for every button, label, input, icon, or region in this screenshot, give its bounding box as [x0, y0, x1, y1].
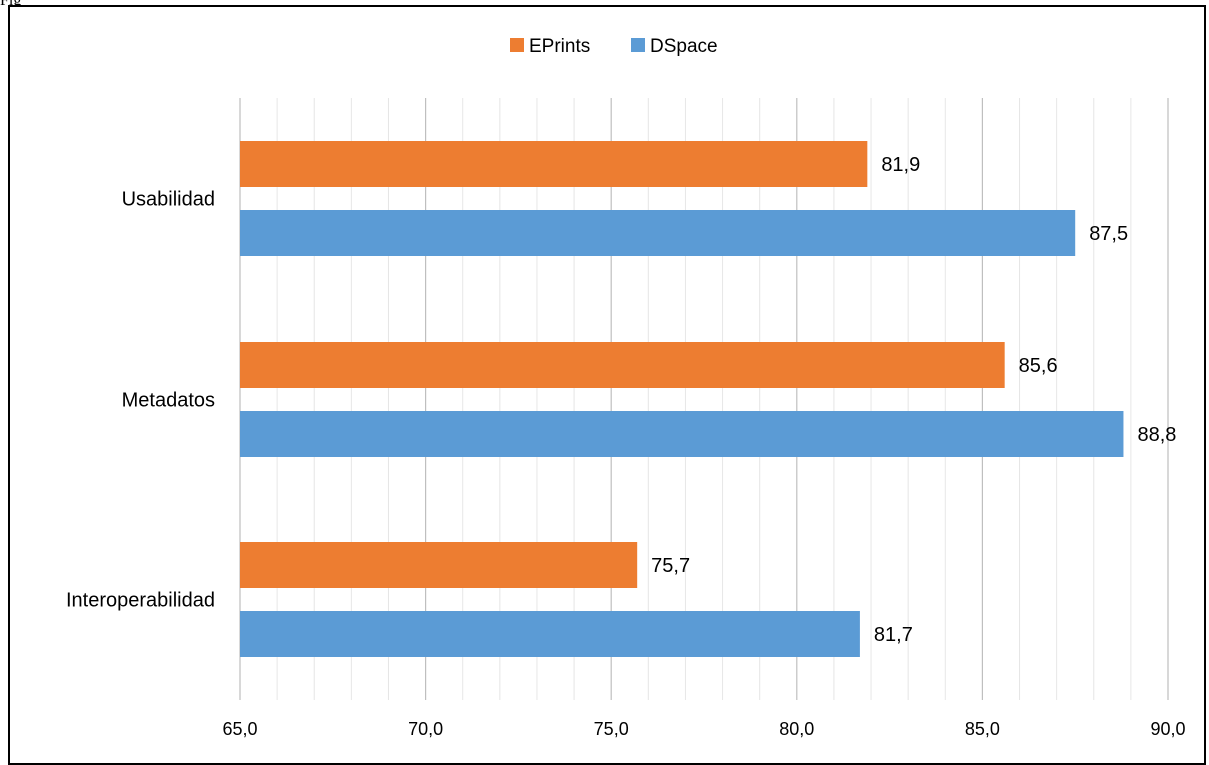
data-label: 88,8 — [1137, 424, 1176, 446]
category-label: Usabilidad — [122, 189, 215, 211]
legend-label-dspace: DSpace — [650, 36, 718, 57]
data-label: 81,9 — [881, 154, 920, 176]
data-label: 81,7 — [874, 624, 913, 646]
x-tick-label: 90,0 — [1150, 719, 1185, 739]
bar-eprints — [240, 141, 868, 187]
data-label: 75,7 — [651, 555, 690, 577]
bar-dspace — [240, 611, 860, 657]
x-tick-label: 65,0 — [222, 719, 257, 739]
bar-dspace — [240, 411, 1124, 457]
legend-swatch-dspace — [631, 38, 645, 52]
legend-swatch-eprints — [510, 38, 524, 52]
bar-dspace — [240, 210, 1076, 256]
bar-eprints — [240, 542, 638, 588]
x-tick-label: 75,0 — [594, 719, 629, 739]
bar-eprints — [240, 342, 1005, 388]
x-tick-label: 85,0 — [965, 719, 1000, 739]
figure-caption: Fig — [0, 0, 21, 9]
legend-label-eprints: EPrints — [529, 36, 590, 57]
x-tick-label: 80,0 — [779, 719, 814, 739]
data-label: 85,6 — [1019, 355, 1058, 377]
category-label: Interoperabilidad — [66, 590, 215, 612]
data-label: 87,5 — [1089, 223, 1128, 245]
category-label: Metadatos — [122, 390, 215, 412]
x-tick-label: 70,0 — [408, 719, 443, 739]
